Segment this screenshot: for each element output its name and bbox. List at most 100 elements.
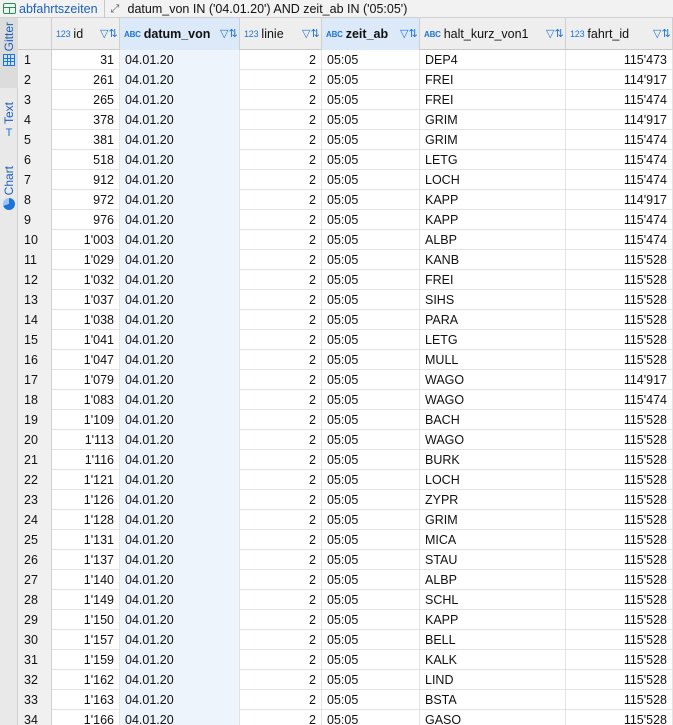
- cell-fahrt-id[interactable]: 115'528: [566, 450, 673, 470]
- row-number[interactable]: 24: [18, 510, 52, 530]
- cell-halt-kurz-von1[interactable]: KAPP: [420, 190, 566, 210]
- cell-linie[interactable]: 2: [240, 170, 322, 190]
- cell-zeit-ab[interactable]: 05:05: [322, 670, 420, 690]
- table-row[interactable]: 27 1'140 04.01.20 2 05:05 ALBP 115'528: [18, 570, 673, 590]
- cell-datum-von[interactable]: 04.01.20: [120, 590, 240, 610]
- cell-zeit-ab[interactable]: 05:05: [322, 590, 420, 610]
- cell-fahrt-id[interactable]: 115'528: [566, 310, 673, 330]
- cell-datum-von[interactable]: 04.01.20: [120, 70, 240, 90]
- table-row[interactable]: 26 1'137 04.01.20 2 05:05 STAU 115'528: [18, 550, 673, 570]
- cell-fahrt-id[interactable]: 115'528: [566, 590, 673, 610]
- cell-id[interactable]: 1'128: [52, 510, 120, 530]
- table-row[interactable]: 25 1'131 04.01.20 2 05:05 MICA 115'528: [18, 530, 673, 550]
- cell-fahrt-id[interactable]: 115'473: [566, 50, 673, 70]
- cell-halt-kurz-von1[interactable]: LOCH: [420, 170, 566, 190]
- cell-datum-von[interactable]: 04.01.20: [120, 130, 240, 150]
- table-row[interactable]: 33 1'163 04.01.20 2 05:05 BSTA 115'528: [18, 690, 673, 710]
- expand-filter-icon[interactable]: ⤢: [110, 2, 120, 15]
- cell-datum-von[interactable]: 04.01.20: [120, 410, 240, 430]
- cell-halt-kurz-von1[interactable]: WAGO: [420, 390, 566, 410]
- column-header-linie[interactable]: 123 linie ▽⇅: [240, 18, 322, 50]
- row-number[interactable]: 26: [18, 550, 52, 570]
- cell-linie[interactable]: 2: [240, 650, 322, 670]
- table-row[interactable]: 34 1'166 04.01.20 2 05:05 GASO 115'528: [18, 710, 673, 725]
- cell-datum-von[interactable]: 04.01.20: [120, 170, 240, 190]
- cell-zeit-ab[interactable]: 05:05: [322, 450, 420, 470]
- cell-id[interactable]: 1'003: [52, 230, 120, 250]
- cell-halt-kurz-von1[interactable]: MICA: [420, 530, 566, 550]
- cell-fahrt-id[interactable]: 114'917: [566, 70, 673, 90]
- table-row[interactable]: 12 1'032 04.01.20 2 05:05 FREI 115'528: [18, 270, 673, 290]
- table-row[interactable]: 22 1'121 04.01.20 2 05:05 LOCH 115'528: [18, 470, 673, 490]
- cell-halt-kurz-von1[interactable]: MULL: [420, 350, 566, 370]
- cell-fahrt-id[interactable]: 115'474: [566, 170, 673, 190]
- cell-halt-kurz-von1[interactable]: LOCH: [420, 470, 566, 490]
- row-number[interactable]: 6: [18, 150, 52, 170]
- cell-fahrt-id[interactable]: 114'917: [566, 190, 673, 210]
- cell-halt-kurz-von1[interactable]: KAPP: [420, 610, 566, 630]
- table-row[interactable]: 6 518 04.01.20 2 05:05 LETG 115'474: [18, 150, 673, 170]
- table-row[interactable]: 19 1'109 04.01.20 2 05:05 BACH 115'528: [18, 410, 673, 430]
- cell-zeit-ab[interactable]: 05:05: [322, 170, 420, 190]
- table-row[interactable]: 16 1'047 04.01.20 2 05:05 MULL 115'528: [18, 350, 673, 370]
- cell-datum-von[interactable]: 04.01.20: [120, 90, 240, 110]
- table-row[interactable]: 17 1'079 04.01.20 2 05:05 WAGO 114'917: [18, 370, 673, 390]
- row-number[interactable]: 7: [18, 170, 52, 190]
- filter-sort-icon[interactable]: ▽⇅: [100, 28, 118, 40]
- cell-id[interactable]: 261: [52, 70, 120, 90]
- row-number[interactable]: 28: [18, 590, 52, 610]
- cell-zeit-ab[interactable]: 05:05: [322, 650, 420, 670]
- row-number[interactable]: 20: [18, 430, 52, 450]
- cell-id[interactable]: 1'079: [52, 370, 120, 390]
- cell-fahrt-id[interactable]: 115'528: [566, 330, 673, 350]
- filter-expression[interactable]: datum_von IN ('04.01.20') AND zeit_ab IN…: [127, 1, 408, 16]
- cell-halt-kurz-von1[interactable]: FREI: [420, 70, 566, 90]
- cell-linie[interactable]: 2: [240, 390, 322, 410]
- cell-zeit-ab[interactable]: 05:05: [322, 50, 420, 70]
- row-number[interactable]: 32: [18, 670, 52, 690]
- cell-halt-kurz-von1[interactable]: BURK: [420, 450, 566, 470]
- cell-linie[interactable]: 2: [240, 470, 322, 490]
- cell-datum-von[interactable]: 04.01.20: [120, 630, 240, 650]
- cell-fahrt-id[interactable]: 115'528: [566, 510, 673, 530]
- cell-halt-kurz-von1[interactable]: ALBP: [420, 570, 566, 590]
- cell-halt-kurz-von1[interactable]: ALBP: [420, 230, 566, 250]
- cell-linie[interactable]: 2: [240, 290, 322, 310]
- cell-fahrt-id[interactable]: 115'474: [566, 210, 673, 230]
- table-row[interactable]: 24 1'128 04.01.20 2 05:05 GRIM 115'528: [18, 510, 673, 530]
- cell-id[interactable]: 1'032: [52, 270, 120, 290]
- row-number[interactable]: 5: [18, 130, 52, 150]
- cell-linie[interactable]: 2: [240, 250, 322, 270]
- cell-id[interactable]: 265: [52, 90, 120, 110]
- table-row[interactable]: 3 265 04.01.20 2 05:05 FREI 115'474: [18, 90, 673, 110]
- cell-datum-von[interactable]: 04.01.20: [120, 110, 240, 130]
- cell-halt-kurz-von1[interactable]: KANB: [420, 250, 566, 270]
- column-header-datum-von[interactable]: ABC datum_von ▽⇅: [120, 18, 240, 50]
- cell-id[interactable]: 1'041: [52, 330, 120, 350]
- table-row[interactable]: 32 1'162 04.01.20 2 05:05 LIND 115'528: [18, 670, 673, 690]
- cell-id[interactable]: 1'159: [52, 650, 120, 670]
- cell-datum-von[interactable]: 04.01.20: [120, 390, 240, 410]
- cell-halt-kurz-von1[interactable]: GRIM: [420, 110, 566, 130]
- cell-fahrt-id[interactable]: 114'917: [566, 110, 673, 130]
- row-number[interactable]: 15: [18, 330, 52, 350]
- cell-linie[interactable]: 2: [240, 510, 322, 530]
- cell-zeit-ab[interactable]: 05:05: [322, 330, 420, 350]
- cell-datum-von[interactable]: 04.01.20: [120, 690, 240, 710]
- cell-zeit-ab[interactable]: 05:05: [322, 630, 420, 650]
- cell-datum-von[interactable]: 04.01.20: [120, 190, 240, 210]
- table-row[interactable]: 30 1'157 04.01.20 2 05:05 BELL 115'528: [18, 630, 673, 650]
- cell-datum-von[interactable]: 04.01.20: [120, 50, 240, 70]
- cell-zeit-ab[interactable]: 05:05: [322, 250, 420, 270]
- cell-halt-kurz-von1[interactable]: LETG: [420, 150, 566, 170]
- table-row[interactable]: 2 261 04.01.20 2 05:05 FREI 114'917: [18, 70, 673, 90]
- cell-halt-kurz-von1[interactable]: WAGO: [420, 370, 566, 390]
- table-row[interactable]: 10 1'003 04.01.20 2 05:05 ALBP 115'474: [18, 230, 673, 250]
- cell-id[interactable]: 976: [52, 210, 120, 230]
- cell-zeit-ab[interactable]: 05:05: [322, 190, 420, 210]
- cell-zeit-ab[interactable]: 05:05: [322, 430, 420, 450]
- cell-datum-von[interactable]: 04.01.20: [120, 710, 240, 725]
- table-row[interactable]: 14 1'038 04.01.20 2 05:05 PARA 115'528: [18, 310, 673, 330]
- cell-halt-kurz-von1[interactable]: KALK: [420, 650, 566, 670]
- row-number[interactable]: 33: [18, 690, 52, 710]
